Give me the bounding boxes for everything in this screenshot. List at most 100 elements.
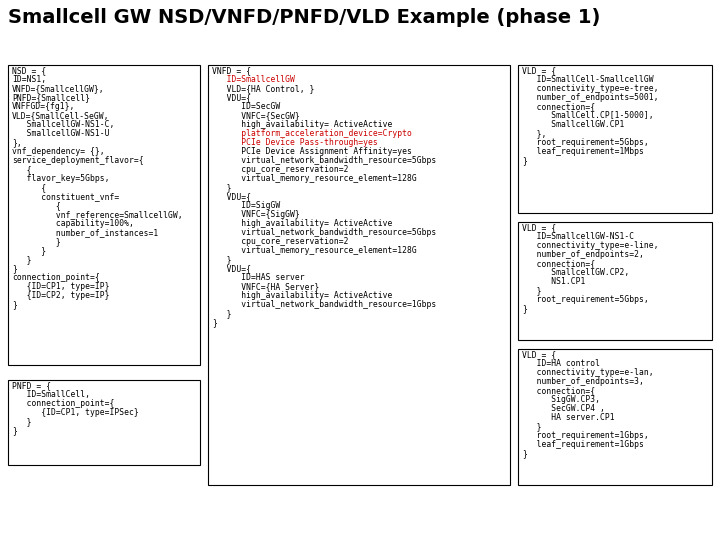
Text: }: } (12, 246, 46, 255)
Text: SecGW.CP4 ,: SecGW.CP4 , (522, 404, 605, 413)
Text: root_requirement=1Gbps,: root_requirement=1Gbps, (522, 431, 649, 440)
Text: },: }, (12, 138, 22, 147)
Text: VLD={SmallCell-SeGW,: VLD={SmallCell-SeGW, (12, 111, 109, 120)
Text: leaf_requirement=1Mbps: leaf_requirement=1Mbps (522, 147, 644, 156)
Text: ID=NS1,: ID=NS1, (12, 75, 46, 84)
Text: vnf_reference=SmallcellGW,: vnf_reference=SmallcellGW, (12, 210, 183, 219)
Text: {: { (12, 183, 46, 192)
Text: VNFC={SecGW}: VNFC={SecGW} (212, 111, 300, 120)
Text: high_availability= ActiveActive: high_availability= ActiveActive (212, 291, 392, 300)
Text: connection={: connection={ (522, 102, 595, 111)
Bar (518, 222, 712, 340)
Text: SmallcellGW.CP2,: SmallcellGW.CP2, (522, 268, 629, 277)
Text: PNFD = {: PNFD = { (12, 381, 51, 390)
Text: ID=HA control: ID=HA control (522, 359, 600, 368)
Text: }: } (522, 422, 541, 431)
Text: VNFD={SmallcellGW},: VNFD={SmallcellGW}, (12, 84, 104, 93)
Text: connectivity_type=e-line,: connectivity_type=e-line, (522, 241, 659, 250)
Text: }: } (12, 237, 60, 246)
Text: }: } (12, 255, 32, 264)
Text: VNFFGD={fg1},: VNFFGD={fg1}, (12, 102, 76, 111)
Text: virtual_network_bandwidth_resource=5Gbps: virtual_network_bandwidth_resource=5Gbps (212, 156, 436, 165)
Bar (8, 65, 200, 365)
Text: },: }, (522, 129, 546, 138)
Text: }: } (12, 426, 17, 435)
Text: VLD = {: VLD = { (522, 350, 556, 359)
Text: }: } (212, 255, 232, 264)
Text: connectivity_type=e-tree,: connectivity_type=e-tree, (522, 84, 659, 93)
Bar (518, 349, 712, 485)
Text: VLD={HA Control, }: VLD={HA Control, } (212, 84, 315, 93)
Text: VDU={: VDU={ (212, 264, 251, 273)
Text: ID=SecGW: ID=SecGW (212, 102, 280, 111)
Text: PNFD={Smallcell}: PNFD={Smallcell} (12, 93, 90, 102)
Text: number_of_endpoints=5001,: number_of_endpoints=5001, (522, 93, 659, 102)
Text: {ID=CP1, type=IPSec}: {ID=CP1, type=IPSec} (12, 408, 139, 417)
Text: }: } (12, 300, 17, 309)
Bar (8, 380, 200, 465)
Text: }: } (522, 449, 527, 458)
Text: SigGW.CP3,: SigGW.CP3, (522, 395, 600, 404)
Text: cpu_core_reservation=2: cpu_core_reservation=2 (212, 237, 348, 246)
Text: }: } (212, 309, 232, 318)
Text: root_requirement=5Gbps,: root_requirement=5Gbps, (522, 295, 649, 304)
Text: service_deployment_flavor={: service_deployment_flavor={ (12, 156, 143, 165)
Text: ID=SmallCell,: ID=SmallCell, (12, 390, 90, 399)
Text: VLD = {: VLD = { (522, 223, 556, 232)
Text: number_of_instances=1: number_of_instances=1 (12, 228, 158, 237)
Text: root_requirement=5Gbps,: root_requirement=5Gbps, (522, 138, 649, 147)
Bar (208, 65, 510, 485)
Text: platform_acceleration_device=Crypto: platform_acceleration_device=Crypto (212, 129, 412, 138)
Text: ID=SmallcellGW-NS1-C: ID=SmallcellGW-NS1-C (522, 232, 634, 241)
Text: {: { (12, 201, 60, 210)
Text: }: } (212, 183, 232, 192)
Text: {ID=CP1, type=IP}: {ID=CP1, type=IP} (12, 282, 109, 291)
Text: high_availability= ActiveActive: high_availability= ActiveActive (212, 219, 392, 228)
Text: SmallcellGW-NS1-U: SmallcellGW-NS1-U (12, 129, 109, 138)
Text: VDU={: VDU={ (212, 93, 251, 102)
Text: }: } (12, 417, 32, 426)
Text: capability=100%,: capability=100%, (12, 219, 134, 228)
Text: ID=SigGW: ID=SigGW (212, 201, 280, 210)
Text: connection_point={: connection_point={ (12, 273, 100, 282)
Text: cpu_core_reservation=2: cpu_core_reservation=2 (212, 165, 348, 174)
Text: }: } (522, 304, 527, 313)
Text: virtual_network_bandwidth_resource=1Gbps: virtual_network_bandwidth_resource=1Gbps (212, 300, 436, 309)
Text: connectivity_type=e-lan,: connectivity_type=e-lan, (522, 368, 654, 377)
Text: number_of_endpoints=3,: number_of_endpoints=3, (522, 377, 644, 386)
Text: connection={: connection={ (522, 386, 595, 395)
Text: VNFC={SigGW}: VNFC={SigGW} (212, 210, 300, 219)
Text: {: { (12, 165, 32, 174)
Text: SmallcellGW-NS1-C,: SmallcellGW-NS1-C, (12, 120, 114, 129)
Text: connection_point={: connection_point={ (12, 399, 114, 408)
Text: flavor_key=5Gbps,: flavor_key=5Gbps, (12, 174, 109, 183)
Text: VNFD = {: VNFD = { (212, 66, 251, 75)
Text: {ID=CP2, type=IP}: {ID=CP2, type=IP} (12, 291, 109, 300)
Text: virtual_memory_resource_element=128G: virtual_memory_resource_element=128G (212, 174, 417, 183)
Text: ID=SmallcellGW: ID=SmallcellGW (212, 75, 295, 84)
Text: VLD = {: VLD = { (522, 66, 556, 75)
Text: vnf_dependency= {},: vnf_dependency= {}, (12, 147, 104, 156)
Text: Smallcell GW NSD/VNFD/PNFD/VLD Example (phase 1): Smallcell GW NSD/VNFD/PNFD/VLD Example (… (8, 8, 600, 27)
Text: ID=HAS server: ID=HAS server (212, 273, 305, 282)
Bar (518, 65, 712, 213)
Text: NSD = {: NSD = { (12, 66, 46, 75)
Text: PCIe Device Pass-through=yes: PCIe Device Pass-through=yes (212, 138, 378, 147)
Text: high_availability= ActiveActive: high_availability= ActiveActive (212, 120, 392, 129)
Text: }: } (212, 318, 217, 327)
Text: }: } (522, 156, 527, 165)
Text: HA server.CP1: HA server.CP1 (522, 413, 615, 422)
Text: leaf_requirement=1Gbps: leaf_requirement=1Gbps (522, 440, 644, 449)
Text: ID=SmallCell-SmallcellGW: ID=SmallCell-SmallcellGW (522, 75, 654, 84)
Text: SmallcellGW.CP1: SmallcellGW.CP1 (522, 120, 624, 129)
Text: }: } (12, 264, 17, 273)
Text: constituent_vnf=: constituent_vnf= (12, 192, 120, 201)
Text: connection={: connection={ (522, 259, 595, 268)
Text: virtual_memory_resource_element=128G: virtual_memory_resource_element=128G (212, 246, 417, 255)
Text: number_of_endpoints=2,: number_of_endpoints=2, (522, 250, 644, 259)
Text: }: } (522, 286, 541, 295)
Text: VDU={: VDU={ (212, 192, 251, 201)
Text: virtual_network_bandwidth_resource=5Gbps: virtual_network_bandwidth_resource=5Gbps (212, 228, 436, 237)
Text: PCIe Device Assignment Affinity=yes: PCIe Device Assignment Affinity=yes (212, 147, 412, 156)
Text: NS1.CP1: NS1.CP1 (522, 277, 585, 286)
